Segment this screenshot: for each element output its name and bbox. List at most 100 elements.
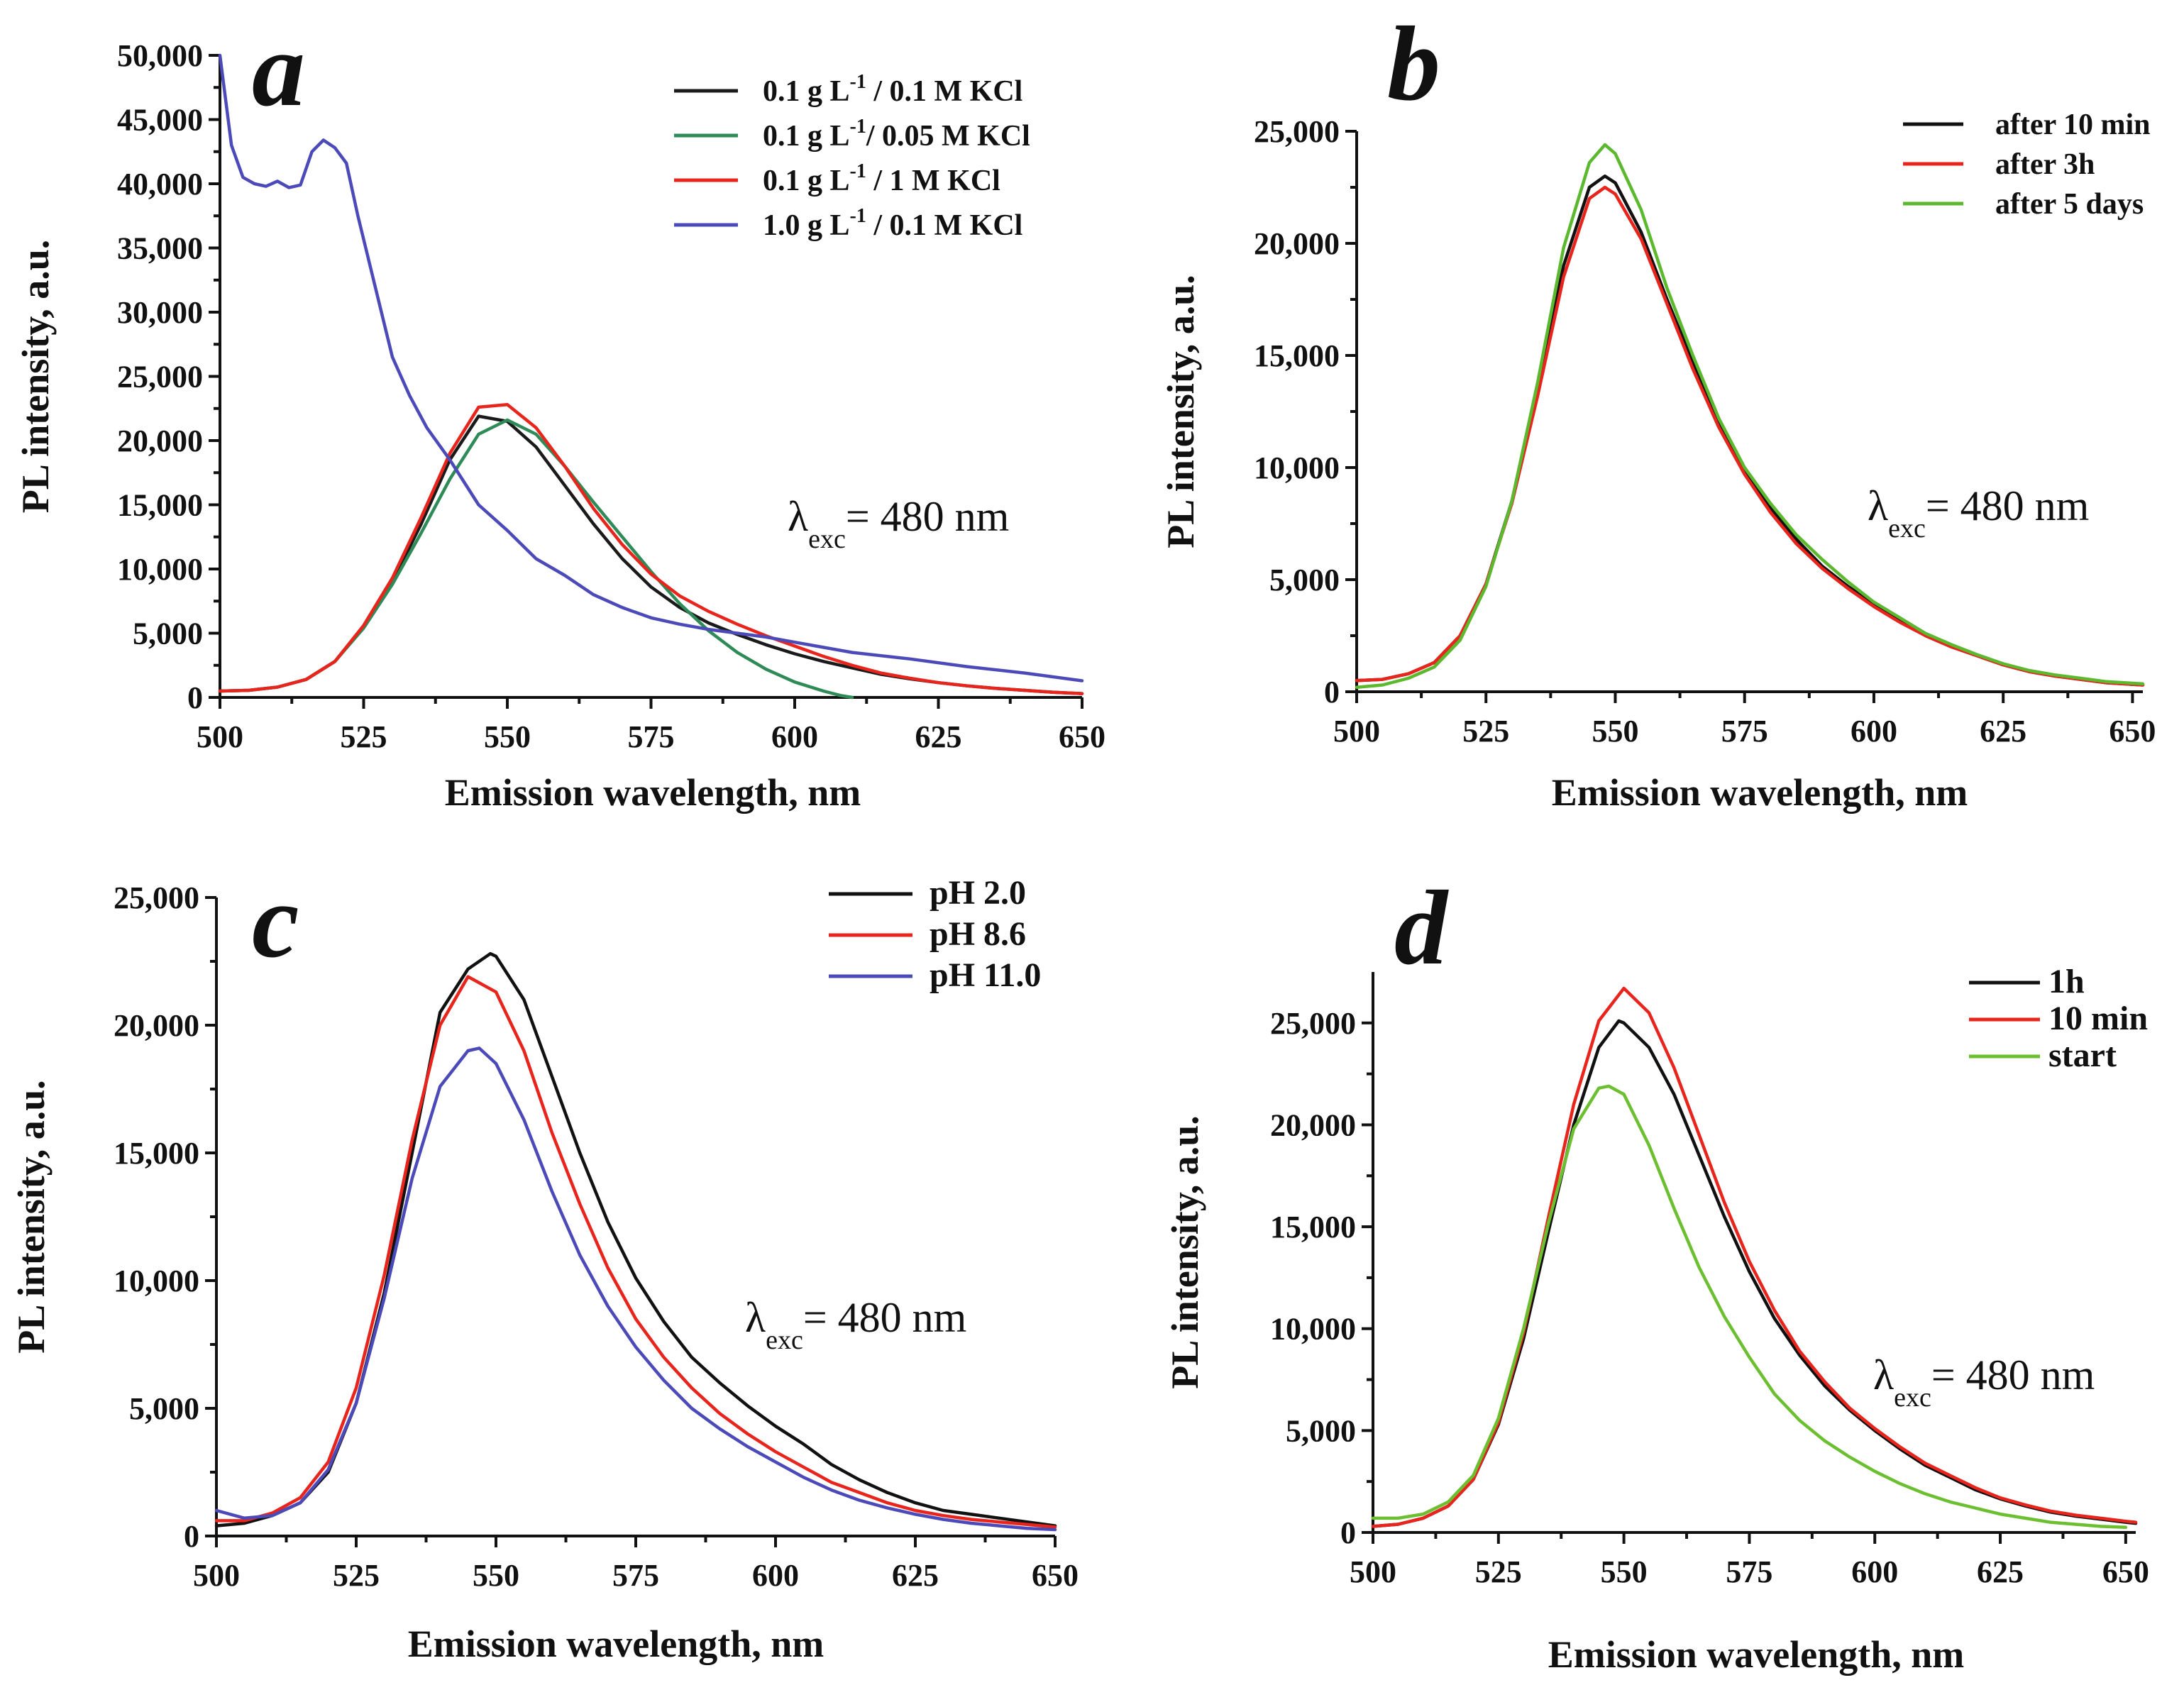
series-line [218,403,1084,695]
series-line [1355,143,2145,689]
legend-label: 10 min [2048,1000,2148,1037]
panel-letter: c [252,862,299,980]
y-tick-label: 45,000 [117,103,203,138]
y-tick-label: 35,000 [117,231,203,266]
y-tick-label: 0 [187,680,203,715]
x-tick-label: 550 [484,719,531,754]
x-tick-label: 550 [1601,1554,1648,1589]
chart-panel-d: 500 525 550 575 600 625 650 0 5,000 10,000 15,000 2… [1164,869,2149,1676]
x-tick-label: 600 [771,719,818,754]
y-tick-label: 15,000 [117,488,203,523]
y-tick-label: 25,000 [1270,1006,1356,1041]
y-tick-label: 5,000 [129,1391,199,1426]
y-tick-label: 15,000 [114,1136,199,1171]
y-tick-label: 15,000 [1270,1210,1356,1244]
y-tick-label: 10,000 [117,552,203,587]
panel-letter: b [1387,5,1440,123]
x-tick-label: 650 [1032,1558,1079,1593]
x-tick-label: 500 [1350,1554,1396,1589]
y-tick-label: 40,000 [117,167,203,201]
y-axis-title: PL intensity, a.u. [10,1080,53,1354]
chart-panel-b: 500 525 550 575 600 625 650 0 5,000 10,000 15,000 2… [1159,5,2156,814]
legend-label: after 3h [1995,148,2095,181]
x-tick-label: 550 [1592,714,1638,748]
x-tick-label: 500 [197,719,243,754]
y-tick-label: 5,000 [1269,563,1340,597]
legend-label: 0.1 g L-1/ 0.05 M KCl [763,116,1030,153]
y-tick-label: 25,000 [117,360,203,394]
y-tick-label: 20,000 [1270,1107,1356,1142]
x-tick-label: 575 [628,719,675,754]
y-tick-label: 25,000 [114,880,199,915]
x-tick-label: 625 [1980,714,2026,748]
x-tick-label: 575 [1721,714,1768,748]
y-tick-label: 0 [1340,1515,1356,1550]
legend: pH 2.0pH 8.6pH 11.0 [829,874,1041,994]
y-tick-label: 10,000 [1270,1312,1356,1347]
y-axis-title: PL intensity, a.u. [1159,275,1202,548]
legend-label: pH 2.0 [930,874,1026,912]
y-tick-label: 5,000 [1286,1413,1356,1448]
excitation-annotation: λexc= 480 nm [788,493,1009,554]
y-tick-label: 50,000 [117,38,203,73]
excitation-annotation: λexc= 480 nm [1868,482,2089,543]
y-tick-label: 25,000 [1254,114,1340,149]
excitation-annotation: λexc= 480 nm [745,1294,966,1355]
x-tick-label: 525 [1475,1554,1522,1589]
x-tick-label: 625 [892,1558,939,1593]
legend: 0.1 g L-1 / 0.1 M KCl 0.1 g L-1/ 0.05 M K… [674,71,1030,242]
x-axis-title: Emission wavelength, nm [1548,1633,1965,1676]
y-tick-label: 5,000 [133,617,203,651]
x-axis-title: Emission wavelength, nm [445,771,861,814]
x-tick-label: 650 [2109,714,2156,748]
legend-label: after 5 days [1995,188,2144,221]
x-tick-label: 625 [915,719,962,754]
x-tick-label: 650 [2102,1554,2149,1589]
excitation-annotation: λexc= 480 nm [1873,1352,2095,1413]
y-tick-label: 20,000 [1254,226,1340,261]
legend-label: pH 8.6 [930,915,1026,953]
chart-panel-a: 500 525 550 575 600 625 650 0 5,000 10,000 15,000 2… [14,11,1105,814]
series-line [218,414,1084,695]
x-tick-label: 600 [1851,1554,1898,1589]
y-tick-label: 30,000 [117,295,203,330]
series-line [1371,1084,2128,1530]
x-tick-label: 525 [333,1558,380,1593]
x-axis-title: Emission wavelength, nm [408,1623,824,1665]
legend-label: 0.1 g L-1 / 0.1 M KCl [763,71,1022,108]
x-tick-label: 525 [341,719,387,754]
x-tick-label: 600 [752,1558,799,1593]
series-line [214,1046,1057,1532]
y-tick-label: 0 [184,1519,199,1554]
x-axis-title: Emission wavelength, nm [1552,771,1968,814]
y-axis-title: PL intensity, a.u. [1164,1115,1206,1389]
legend: after 10 min after 3h after 5 days [1903,109,2151,221]
series-line [218,53,1084,683]
x-tick-label: 575 [612,1558,659,1593]
x-tick-label: 550 [473,1558,519,1593]
panel-letter: a [252,11,305,128]
series-line [214,975,1057,1529]
y-tick-label: 20,000 [114,1008,199,1043]
legend-label: after 10 min [1995,109,2151,141]
y-tick-label: 15,000 [1254,338,1340,373]
chart-panel-c: 500 525 550 575 600 625 650 0 5,000 10,000 15,000 2… [10,862,1079,1665]
x-tick-label: 525 [1462,714,1509,748]
x-tick-label: 575 [1726,1554,1772,1589]
y-tick-label: 10,000 [1254,451,1340,485]
panel-letter: d [1394,869,1449,987]
y-axis-title: PL intensity, a.u. [14,240,57,514]
x-tick-label: 500 [193,1558,240,1593]
legend-label: start [2048,1037,2117,1074]
x-tick-label: 500 [1333,714,1380,748]
y-tick-label: 20,000 [117,424,203,458]
y-tick-label: 0 [1324,675,1340,709]
x-tick-label: 625 [1977,1554,2024,1589]
legend-label: 0.1 g L-1 / 1 M KCl [763,160,1000,197]
x-tick-label: 650 [1059,719,1105,754]
legend-label: 1h [2048,963,2085,1000]
legend-label: pH 11.0 [930,956,1041,994]
y-tick-label: 10,000 [114,1264,199,1298]
